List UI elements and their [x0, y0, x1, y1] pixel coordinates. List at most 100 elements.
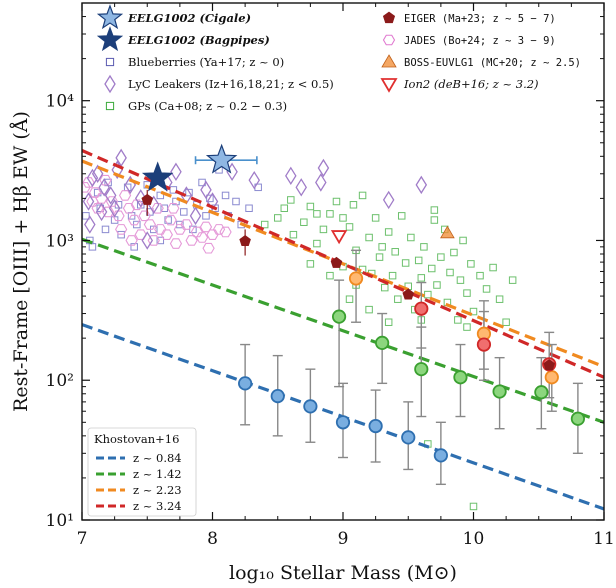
eelg1002-star	[205, 143, 238, 174]
gp-point	[424, 290, 432, 299]
y-tick-label: 10¹	[46, 511, 74, 531]
ion2-point	[330, 230, 348, 245]
jades-point	[195, 232, 209, 243]
legend-label: LyC Leakers (Iz+16,18,21; z < 0.5)	[128, 77, 334, 91]
gp-point	[446, 268, 454, 277]
blueberry-point	[180, 208, 188, 216]
legend-label: EELG1002 (Cigale)	[127, 11, 251, 25]
jades-point	[202, 242, 215, 254]
binned-point	[335, 415, 351, 430]
legend-marker	[381, 54, 397, 68]
blueberry-point	[117, 230, 125, 239]
gp-point	[345, 295, 354, 303]
legend-top: EELG1002 (Cigale) EELG1002 (Bagpipes) Blue…	[96, 4, 581, 113]
x-tick-label: 10	[463, 529, 485, 549]
jades-point	[169, 238, 183, 249]
binned-point	[544, 370, 559, 385]
jades-point	[206, 229, 219, 240]
jades-point	[147, 235, 160, 246]
gp-point	[407, 233, 415, 242]
trend-line	[82, 159, 604, 369]
binned-point	[534, 385, 549, 400]
gp-point	[287, 196, 295, 204]
legend-label: EIGER (Ma+23; z ~ 5 − 7)	[404, 13, 556, 25]
legend-marker	[105, 57, 115, 67]
gp-point	[378, 243, 386, 251]
x-axis-title: log₁₀ Stellar Mass (M⊙)	[229, 562, 457, 584]
blueberry-point	[172, 197, 180, 206]
legend-title: Khostovan+16	[94, 432, 179, 446]
lyc-leaker-point	[84, 215, 96, 234]
lyc-leaker-point	[382, 190, 395, 210]
jades-point	[128, 214, 141, 226]
jades-point	[95, 193, 108, 204]
blueberry-point	[206, 194, 214, 203]
jades-point	[180, 219, 193, 230]
jades-point	[167, 202, 180, 214]
legend-label: z ~ 1.42	[133, 467, 182, 481]
lyc-leaker-point	[98, 178, 110, 197]
legend-label: Blueberries (Ya+17; z ~ 0)	[128, 55, 284, 69]
jades-point	[185, 235, 198, 246]
lyc-leaker-point	[415, 175, 428, 195]
legend-label: z ~ 2.23	[133, 483, 182, 497]
lyc-leaker-point	[248, 170, 261, 190]
legend-label: Ion2 (deB+16; z ~ 3.2)	[403, 77, 539, 91]
gp-point	[260, 220, 269, 229]
lyc-leaker-point	[295, 178, 308, 197]
blueberry-point	[185, 188, 193, 197]
legend-label: EELG1002 (Bagpipes)	[127, 33, 270, 47]
jades-point	[164, 214, 177, 226]
eiger-point	[330, 256, 343, 268]
jades-point	[82, 182, 91, 193]
gp-point	[469, 502, 478, 511]
binned-point	[453, 370, 468, 385]
gp-point	[326, 210, 334, 218]
eelg1002-star	[141, 161, 174, 192]
binned-point	[401, 430, 416, 445]
gp-point	[433, 281, 441, 289]
gp-point	[417, 274, 426, 282]
jades-point	[219, 226, 232, 238]
jades-point	[151, 202, 164, 214]
legend-label: GPs (Ca+08; z ~ 0.2 − 0.3)	[128, 99, 287, 113]
binned-point	[348, 271, 364, 286]
y-tick-label: 10⁴	[46, 92, 75, 112]
eiger-point	[543, 359, 555, 371]
blueberry-point	[202, 212, 210, 220]
x-tick-label: 9	[338, 529, 349, 549]
jades-point	[143, 219, 156, 230]
blueberry-point	[101, 225, 110, 234]
legend-marker	[380, 78, 398, 93]
jades-point	[154, 224, 167, 235]
gp-point	[463, 323, 471, 331]
binned-point	[476, 337, 492, 352]
lyc-leaker-point	[134, 189, 147, 208]
binned-point	[375, 335, 390, 350]
lyc-leaker-point	[285, 166, 297, 186]
legend-marker	[105, 101, 115, 111]
lyc-leaker-point	[170, 162, 182, 182]
jades-point	[112, 210, 125, 222]
gp-point	[420, 243, 428, 251]
gp-point	[365, 233, 373, 242]
gp-point	[430, 206, 439, 214]
x-tick-label: 8	[207, 529, 218, 549]
gp-point	[371, 214, 380, 222]
lyc-leaker-point	[108, 199, 121, 218]
legend-label: z ~ 3.24	[133, 499, 182, 513]
gp-point	[397, 212, 406, 220]
lyc-leaker-point	[141, 231, 154, 250]
binned-point	[433, 448, 448, 463]
blueberry-point	[130, 243, 138, 251]
lyc-leaker-point	[315, 173, 327, 192]
gp-point	[358, 191, 367, 200]
eiger-point	[141, 193, 154, 205]
gp-point	[300, 218, 308, 226]
legend-marker	[382, 11, 396, 24]
blueberry-point	[156, 236, 165, 245]
binned-point	[238, 376, 253, 391]
gp-point	[430, 216, 439, 224]
gp-point	[384, 318, 393, 326]
